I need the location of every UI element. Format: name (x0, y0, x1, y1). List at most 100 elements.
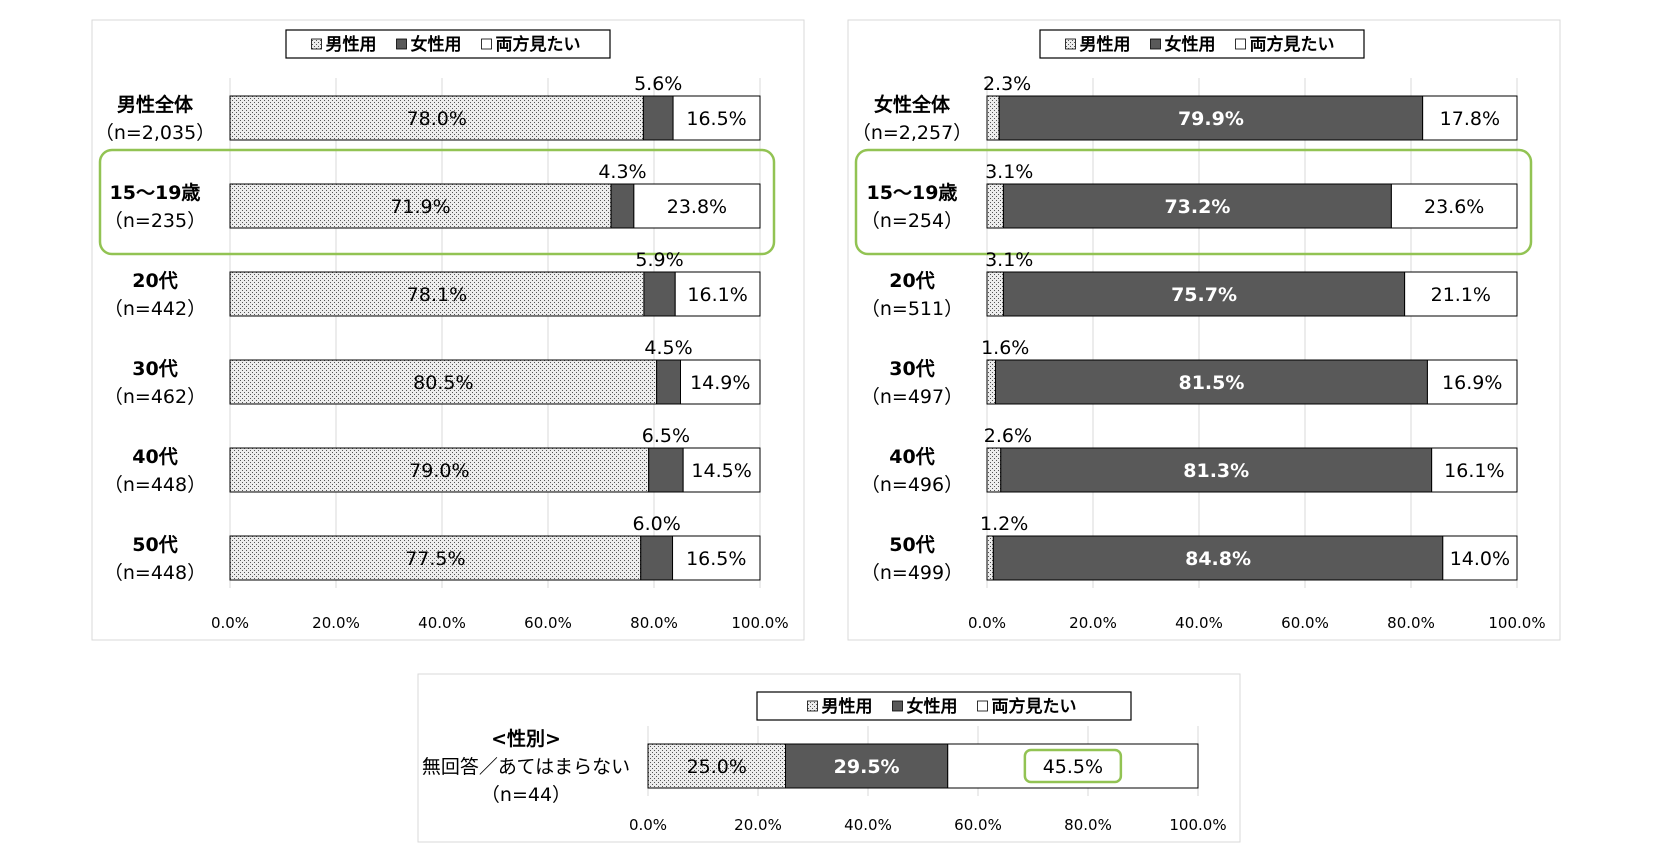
data-label: 3.1% (985, 161, 1033, 183)
data-label: 81.3% (1183, 460, 1249, 482)
category-label: （n=2,257） (852, 122, 972, 144)
chart-panel-3: 0.0% 20.0% 40.0% 60.0% 80.0% 100.0% 男性用 女性用 両方見た… (417, 673, 1241, 843)
legend-label: 女性用 (411, 34, 462, 55)
data-label: 2.6% (984, 425, 1032, 447)
data-label: 16.5% (686, 548, 746, 570)
data-label: 29.5% (834, 756, 900, 778)
bar-row: 1.6% 81.5% 16.9% 30代 （n=497） (861, 337, 1518, 408)
bar-segment (1002, 271, 1406, 317)
bar-segment (1002, 183, 1392, 229)
legend-box (756, 691, 1132, 721)
category-label: （n=2,035） (95, 122, 215, 144)
category-label: 30代 (132, 358, 177, 380)
category-label: （n=462） (104, 386, 206, 408)
bar-row: 71.9% 4.3% 23.8% 15～19歳 （n=235） (104, 161, 761, 232)
data-label: 80.5% (413, 372, 473, 394)
data-label: 79.9% (1178, 108, 1244, 130)
bar-segment (229, 447, 650, 493)
category-label: （n=497） (861, 386, 963, 408)
data-label: 14.5% (691, 460, 751, 482)
data-label: 73.2% (1164, 196, 1230, 218)
legend-label: 両方見たい (1250, 34, 1335, 55)
category-label: （n=499） (861, 562, 963, 584)
bar-row: 25.0% 29.5% 45.5% <性別> 無回答／あてはまらない （n=44） (422, 727, 1199, 806)
legend-label: 両方見たい (496, 34, 581, 55)
legend: 男性用 女性用 両方見たい (756, 691, 1132, 721)
category-label: 20代 (132, 270, 177, 292)
x-tick-label: 100.0% (1488, 614, 1545, 632)
data-label: 78.1% (407, 284, 467, 306)
data-label: 5.6% (634, 73, 682, 95)
bar-segment (229, 535, 642, 581)
bar-segment (947, 743, 1199, 789)
category-label: 男性全体 (117, 93, 194, 116)
category-label: 女性全体 (874, 93, 951, 116)
bar-segment (656, 359, 682, 405)
legend-swatch (396, 38, 407, 50)
data-label: 16.1% (1444, 460, 1504, 482)
x-tick-label: 60.0% (524, 614, 572, 632)
chart-frame (91, 19, 805, 641)
bar-segment (647, 743, 786, 789)
bar-segment (229, 95, 644, 141)
x-tick-label: 100.0% (1169, 816, 1226, 834)
bar-segment (1442, 535, 1518, 581)
data-label: 17.8% (1440, 108, 1500, 130)
chart-frame (417, 673, 1241, 843)
x-tick-label: 0.0% (968, 614, 1006, 632)
legend-label: 女性用 (907, 696, 958, 717)
bar-row: 80.5% 4.5% 14.9% 30代 （n=462） (104, 337, 761, 408)
bar-segment (986, 95, 1000, 141)
bar-segment (994, 359, 1428, 405)
bar-row: 1.2% 84.8% 14.0% 50代 （n=499） (861, 513, 1518, 584)
legend-label: 両方見たい (992, 696, 1077, 717)
category-label: （n=448） (104, 562, 206, 584)
bar-segment (640, 535, 674, 581)
data-label: 14.9% (690, 372, 750, 394)
legend-label: 男性用 (822, 696, 873, 717)
category-label: （n=235） (104, 210, 206, 232)
bar-segment (672, 535, 761, 581)
bar-segment (986, 271, 1004, 317)
legend: 男性用 女性用 両方見たい (1039, 29, 1365, 59)
data-label: 4.3% (598, 161, 646, 183)
category-label: 50代 (889, 534, 934, 556)
bar-segment (1000, 447, 1433, 493)
bar-segment (648, 447, 684, 493)
data-label: 75.7% (1171, 284, 1237, 306)
highlight-box (98, 148, 776, 256)
data-label: 2.3% (983, 73, 1031, 95)
category-label: （n=44） (481, 784, 571, 806)
data-label: 23.6% (1424, 196, 1484, 218)
bar-segment (642, 95, 674, 141)
bar-segment (1431, 447, 1518, 493)
legend-swatch (807, 700, 818, 712)
x-tick-label: 0.0% (211, 614, 249, 632)
data-label: 25.0% (687, 756, 747, 778)
bar-segment (229, 271, 645, 317)
data-label: 5.9% (635, 249, 683, 271)
bar-segment (986, 183, 1004, 229)
bar-segment (1390, 183, 1518, 229)
category-label: 40代 (132, 446, 177, 468)
highlight-label-box (1023, 748, 1123, 784)
category-label: （n=442） (104, 298, 206, 320)
x-tick-label: 100.0% (731, 614, 788, 632)
bar-segment (633, 183, 761, 229)
data-label: 71.9% (390, 196, 450, 218)
category-label: <性別> (491, 727, 561, 750)
data-label: 14.0% (1450, 548, 1510, 570)
bar-segment (986, 359, 996, 405)
legend-swatch (1150, 38, 1161, 50)
data-label: 16.5% (686, 108, 746, 130)
bar-segment (1404, 271, 1518, 317)
legend: 男性用 女性用 両方見たい (285, 29, 611, 59)
category-label: （n=254） (861, 210, 963, 232)
x-tick-label: 40.0% (1175, 614, 1223, 632)
data-label: 23.8% (667, 196, 727, 218)
bar-segment (229, 359, 658, 405)
bar-row: 77.5% 6.0%16.5% 50代 （n=448） (104, 513, 761, 584)
chart-panel-2: 0.0% 20.0% 40.0% 60.0% 80.0% 100.0% 男性用 女性用 両方見た… (847, 19, 1561, 641)
bar-segment (986, 535, 994, 581)
